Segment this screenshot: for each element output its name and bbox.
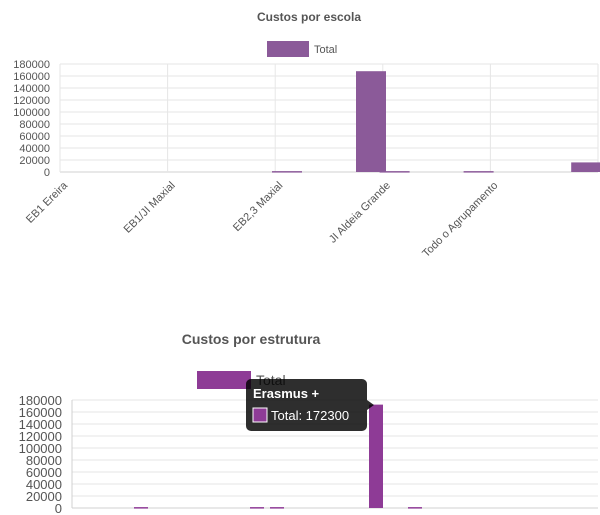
y-tick-label: 120000: [19, 429, 62, 444]
chart-title: Custos por estrutura: [182, 331, 321, 347]
y-tick-label: 140000: [13, 83, 50, 95]
bar[interactable]: [571, 162, 600, 172]
y-tick-label: 20000: [26, 489, 62, 504]
y-tick-label: 80000: [19, 119, 50, 131]
grid-lines: [59, 63, 599, 173]
x-tick-label: Todo o Agrupamento: [420, 180, 500, 260]
bar[interactable]: [134, 507, 148, 509]
x-axis-ticks: EB1 Ereira EB1/JI Maxial EB2,3 Maxial JI Al…: [24, 179, 501, 260]
chart-custos-por-escola: Custos por escola Total 180000 160000 1400…: [13, 10, 600, 260]
y-tick-label: 0: [44, 167, 50, 179]
y-tick-label: 180000: [13, 59, 50, 71]
chart-custos-por-estrutura: Custos por estrutura Total 1800001600001…: [0, 318, 600, 515]
bar[interactable]: [356, 71, 386, 172]
x-tick-label: EB2,3 Maxial: [231, 180, 285, 234]
y-tick-label: 180000: [19, 393, 62, 408]
bars: [272, 71, 600, 173]
tooltip-swatch: [252, 407, 268, 423]
y-tick-label: 80000: [26, 453, 62, 468]
y-tick-label: 20000: [19, 155, 50, 167]
x-tick-label: EB1/JI Maxial: [122, 180, 178, 236]
chart-title: Custos por escola: [257, 10, 361, 24]
bar[interactable]: [408, 507, 422, 509]
y-tick-label: 140000: [19, 417, 62, 432]
chart-svg-estrutura: Custos por estrutura Total 1800001600001…: [19, 331, 598, 515]
y-tick-label: 160000: [19, 405, 62, 420]
y-tick-label: 60000: [26, 465, 62, 480]
bar[interactable]: [270, 507, 284, 509]
legend-swatch[interactable]: [197, 371, 251, 389]
y-tick-label: 40000: [26, 477, 62, 492]
y-tick-label: 40000: [19, 143, 50, 155]
y-tick-label: 160000: [13, 71, 50, 83]
tooltip-title: Erasmus +: [253, 386, 320, 401]
y-axis-ticks: 1800001600001400001200001000008000060000…: [13, 59, 50, 179]
legend-swatch[interactable]: [267, 41, 309, 57]
y-tick-label: 120000: [13, 95, 50, 107]
bar[interactable]: [250, 507, 264, 509]
bar[interactable]: [379, 171, 410, 173]
bar[interactable]: [369, 404, 383, 508]
tooltip-label: Total: 172300: [271, 408, 349, 423]
tooltip: Erasmus + Total: 172300: [246, 379, 374, 431]
y-tick-label: 0: [55, 501, 62, 515]
bars: [134, 404, 422, 509]
x-tick-label: JI Aldeia Grande: [327, 180, 393, 246]
y-tick-label: 100000: [13, 107, 50, 119]
y-tick-label: 100000: [19, 441, 62, 456]
x-tick-label: EB1 Ereira: [24, 179, 71, 226]
tooltip-box: [246, 379, 367, 431]
legend-label[interactable]: Total: [314, 44, 337, 56]
chart-svg-escola: Custos por escola Total 1800001600001400…: [13, 10, 600, 260]
y-axis-ticks: 1800001600001400001200001000008000060000…: [19, 393, 62, 515]
tooltip-caret: [367, 400, 374, 410]
y-tick-label: 60000: [19, 131, 50, 143]
bar[interactable]: [272, 171, 302, 173]
bar[interactable]: [463, 171, 494, 173]
